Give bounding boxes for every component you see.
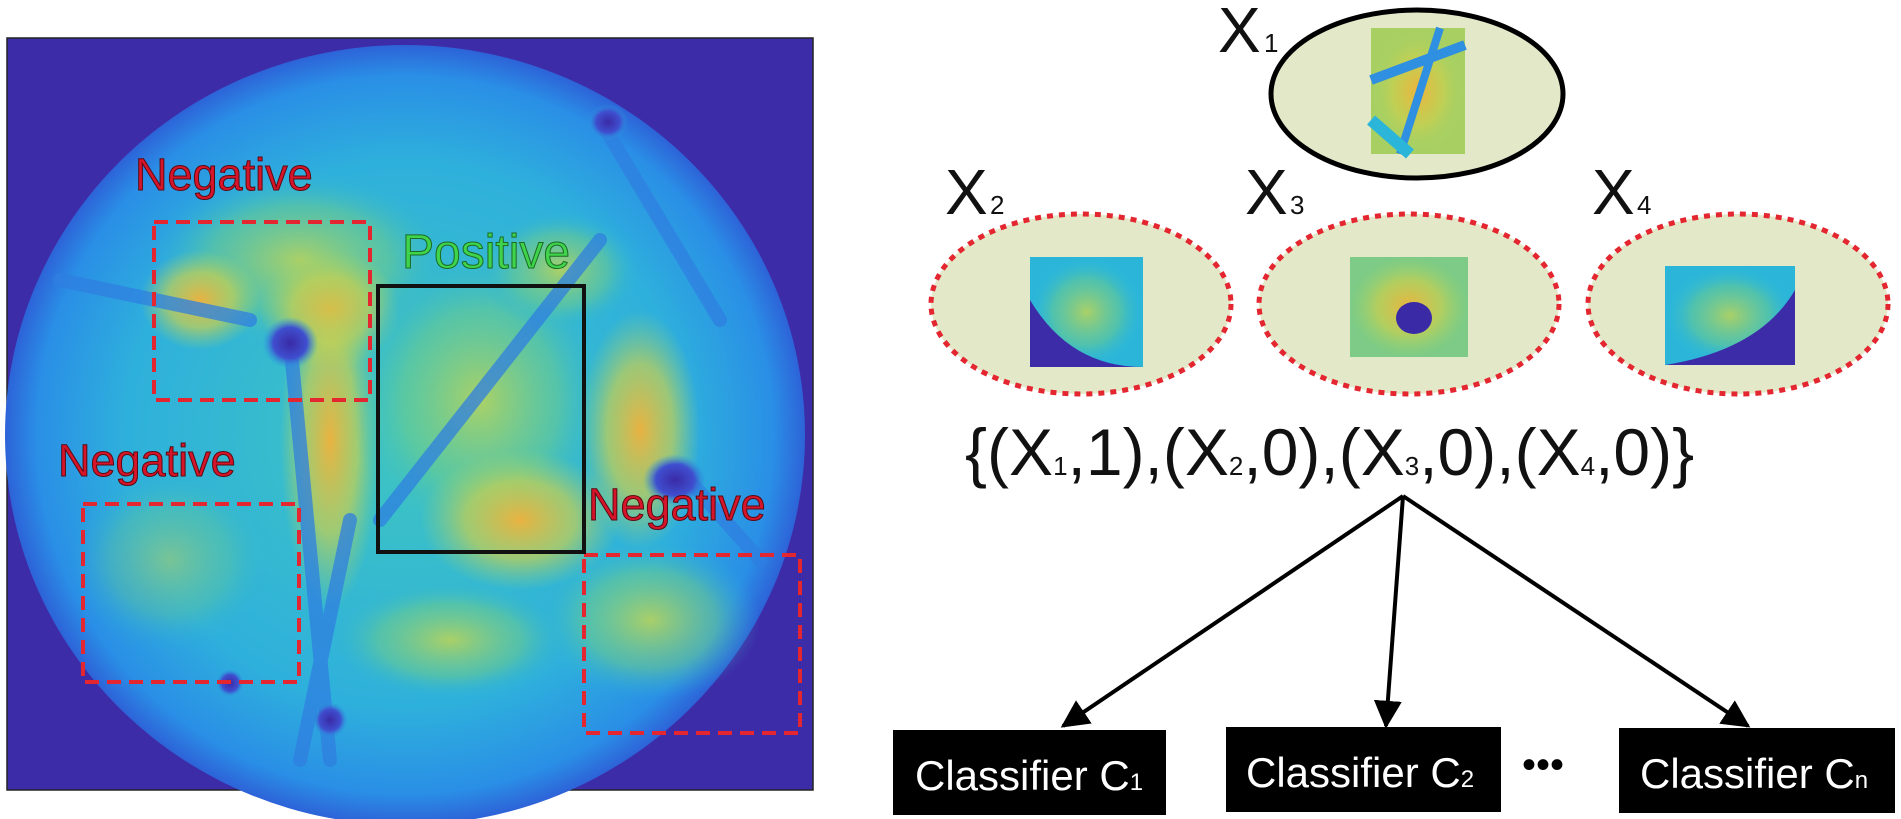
classifier-c2-label: Classifier C2 xyxy=(1246,749,1474,796)
classifier-cn-label: Classifier Cn xyxy=(1640,750,1868,797)
negative-label-right: Negative xyxy=(588,479,766,530)
classifier-cn: Classifier Cn xyxy=(1619,728,1895,813)
negative-label-top: Negative xyxy=(135,149,313,200)
bag-x3-subscript: 3 xyxy=(1290,190,1304,220)
bag-x1: X 1 xyxy=(1218,0,1566,181)
classifier-c1: Classifier C1 xyxy=(893,730,1166,815)
bag-x4-subscript: 4 xyxy=(1637,190,1651,220)
bag-x2-subscript: 2 xyxy=(990,190,1004,220)
bag-x3: X 3 xyxy=(1245,156,1562,397)
bag-x4: X 4 xyxy=(1585,156,1891,397)
positive-box xyxy=(376,284,586,554)
classifier-cn-box xyxy=(1619,728,1895,813)
arrow-to-cn xyxy=(1401,494,1751,728)
bag-set-expression: {(X1,1),(X2,0),(X3,0),(X4,0)} xyxy=(965,415,1694,489)
classifier-c1-box xyxy=(893,730,1166,815)
heatmap-image xyxy=(5,37,814,819)
heatmap-dark-spot xyxy=(312,702,348,738)
classifier-c2: Classifier C2 xyxy=(1226,727,1501,812)
bag-x1-subscript: 1 xyxy=(1264,28,1278,58)
bag-x3-label: X xyxy=(1245,156,1288,228)
heatmap-dark-spot xyxy=(643,454,707,506)
arrow-to-c1 xyxy=(1060,494,1405,728)
bag-x3-patch xyxy=(1350,257,1468,357)
arrow-to-c2 xyxy=(1373,495,1405,729)
bag-x4-patch xyxy=(1665,266,1795,365)
bag-x2: X 2 xyxy=(928,156,1234,397)
heatmap-dark-spot xyxy=(588,104,628,140)
bag-x2-patch xyxy=(1030,257,1143,367)
bag-x1-label: X xyxy=(1218,0,1261,66)
classifier-c1-label: Classifier C1 xyxy=(915,752,1143,799)
bag-x4-label: X xyxy=(1592,156,1635,228)
bag-x1-patch xyxy=(1367,26,1467,159)
arrows xyxy=(1060,494,1751,729)
heatmap-dark-spot xyxy=(262,317,318,369)
positive-label: Positive xyxy=(402,226,570,279)
classifier-c2-box xyxy=(1226,727,1501,812)
bag-x2-label: X xyxy=(945,156,988,228)
classifier-ellipsis: ••• xyxy=(1522,743,1564,787)
negative-label-left: Negative xyxy=(58,435,236,486)
